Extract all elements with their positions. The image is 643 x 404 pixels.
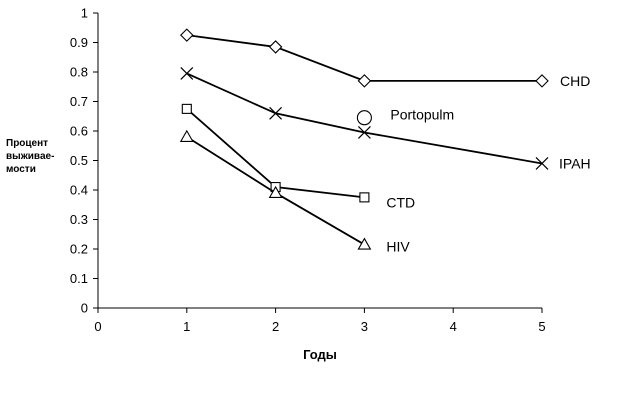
chd-series-label: CHD <box>560 73 590 89</box>
y-tick-label: 0.8 <box>70 65 88 80</box>
y-tick-label: 1 <box>81 6 88 21</box>
chd-line <box>186 34 542 82</box>
axes: 0 0.1 0.2 0.3 0.4 0.5 0.6 0.7 0.8 0.9 1 0 1 2 3 4 5 <box>70 6 546 335</box>
chd-point-marker <box>268 40 283 54</box>
y-tick-label: 0.1 <box>70 271 88 286</box>
x-tick-label: 2 <box>272 319 279 334</box>
x-tick-label: 1 <box>183 319 190 334</box>
y-tick-label: 0.7 <box>70 94 88 109</box>
series-chd: CHD <box>180 28 590 89</box>
y-tick-label: 0.4 <box>70 183 88 198</box>
y-tick-label: 0.5 <box>70 153 88 168</box>
x-tick-label: 0 <box>94 319 101 334</box>
x-axis-title: Годы <box>303 347 337 362</box>
hiv-series-label: HIV <box>386 239 410 255</box>
ctd-point-marker <box>181 103 192 114</box>
series-portopulm: Portopulm <box>356 107 454 126</box>
y-tick-label: 0.2 <box>70 242 88 257</box>
y-tick-label: 0 <box>81 301 88 316</box>
hiv-point-marker <box>357 237 372 250</box>
series-ctd: CTD <box>181 103 415 210</box>
ipah-line <box>186 72 543 165</box>
ipah-point-marker <box>535 157 549 170</box>
y-tick-label: 0.6 <box>70 124 88 139</box>
portopulm-series-label: Portopulm <box>390 107 454 123</box>
ctd-series-label: CTD <box>386 194 415 210</box>
series-ipah: IPAH <box>180 67 591 171</box>
x-tick-label: 5 <box>538 319 545 334</box>
y-axis-title: Процент выживае-мости <box>6 138 55 175</box>
hiv-point-marker <box>179 129 194 142</box>
series-layer: CHD IPAH Portopulm CTD HIV <box>179 28 591 255</box>
y-tick-label: 0.9 <box>70 35 88 50</box>
portopulm-point-marker <box>356 110 372 126</box>
y-tick-label: 0.3 <box>70 212 88 227</box>
chd-point-marker <box>180 28 194 42</box>
ipah-point-marker <box>357 126 371 139</box>
x-tick-label: 3 <box>361 319 368 334</box>
chd-point-marker <box>357 74 372 88</box>
ipah-point-marker <box>180 67 194 80</box>
ctd-point-marker <box>359 192 370 203</box>
x-tick-label: 4 <box>450 319 457 334</box>
ipah-series-label: IPAH <box>559 155 591 171</box>
chd-point-marker <box>535 74 549 88</box>
hiv-point-marker <box>268 185 283 198</box>
series-hiv: HIV <box>179 129 410 255</box>
ipah-point-marker <box>269 106 283 120</box>
